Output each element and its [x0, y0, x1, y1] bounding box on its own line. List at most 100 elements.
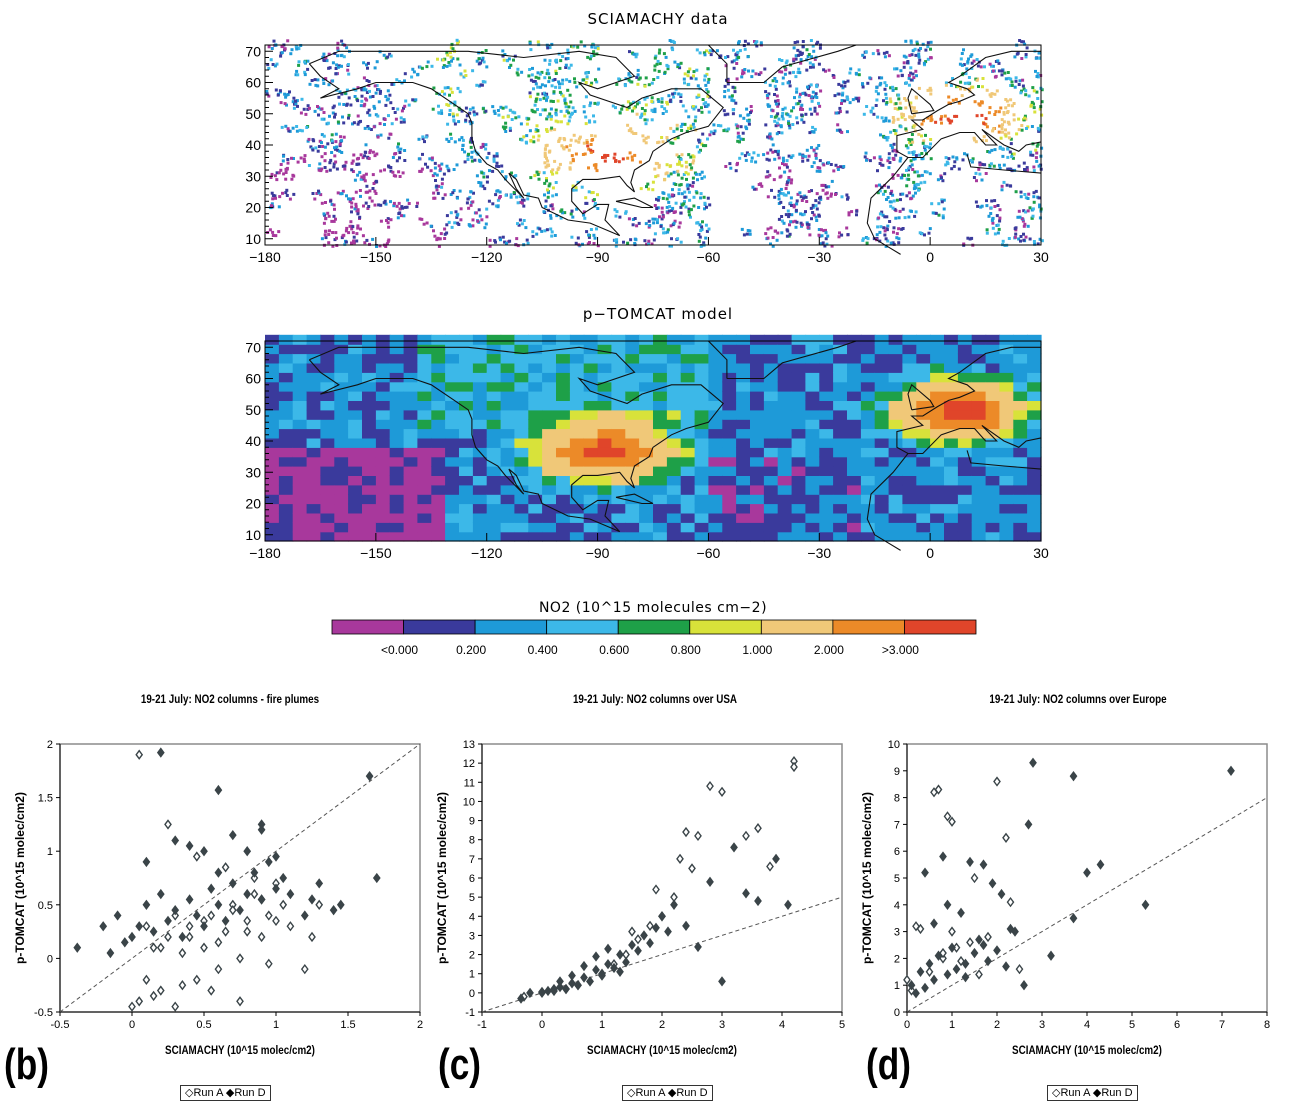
map-cell	[777, 437, 793, 448]
map-pixel	[303, 70, 307, 74]
map-cell	[916, 419, 931, 430]
map-cell	[653, 512, 668, 523]
x-tick-label: 4	[779, 1019, 785, 1031]
map-cell	[500, 419, 516, 430]
map-pixel	[395, 78, 399, 82]
map-pixel	[628, 75, 632, 79]
map-cell	[722, 344, 737, 355]
point-run-a	[766, 861, 774, 872]
y-tick-label: 40	[245, 433, 261, 449]
map-pixel	[641, 134, 645, 138]
map-cell	[348, 419, 363, 430]
map-pixel	[432, 229, 435, 233]
map-cell	[334, 503, 349, 514]
map-pixel	[907, 76, 911, 80]
map-cell	[403, 447, 419, 458]
map-cell	[971, 437, 987, 448]
point-run-d	[207, 883, 216, 894]
map-pixel	[683, 72, 687, 76]
map-cell	[888, 512, 904, 523]
map-pixel	[557, 166, 561, 170]
map-pixel	[280, 125, 284, 129]
map-cell	[583, 437, 599, 448]
map-cell	[944, 503, 959, 514]
y-axis-label: p-TOMCAT (10^15 molec/cm2)	[435, 792, 449, 964]
map-pixel	[782, 221, 786, 225]
map-pixel	[762, 153, 766, 157]
map-pixel	[970, 67, 974, 70]
map-pixel	[355, 232, 359, 236]
map-pixel	[705, 205, 708, 209]
map-pixel	[658, 48, 662, 52]
map-pixel	[343, 167, 347, 171]
map-cell	[403, 381, 419, 392]
map-pixel	[666, 211, 670, 215]
map-cell	[957, 391, 973, 401]
map-cell	[653, 344, 668, 355]
x-tick-label: 8	[1264, 1019, 1270, 1031]
map-pixel	[647, 187, 651, 191]
map-pixel	[1032, 240, 1036, 243]
map-pixel	[556, 168, 560, 171]
map-pixel	[471, 106, 475, 110]
map-pixel	[400, 109, 404, 113]
map-pixel	[789, 181, 793, 185]
map-cell	[833, 522, 848, 533]
map-pixel	[283, 102, 287, 106]
map-cell	[486, 484, 502, 495]
map-pixel	[1031, 214, 1035, 218]
map-pixel	[975, 78, 979, 82]
map-pixel	[984, 117, 988, 121]
map-cell	[680, 353, 696, 364]
map-pixel	[268, 228, 272, 232]
point-run-d	[192, 910, 201, 921]
map-pixel	[891, 193, 895, 197]
map-pixel	[540, 83, 544, 87]
y-tick-label: 10	[245, 527, 261, 543]
map-pixel	[569, 212, 573, 216]
map-cell	[694, 353, 710, 364]
map-pixel	[687, 207, 691, 211]
y-tick-label: 60	[245, 75, 261, 91]
map-pixel	[726, 112, 730, 116]
map-pixel	[295, 45, 298, 49]
legend-open-diamond-icon: ◇	[1052, 1087, 1061, 1099]
map-pixel	[448, 51, 452, 55]
map-pixel	[1001, 123, 1004, 127]
map-pixel	[356, 226, 360, 230]
map-pixel	[477, 158, 481, 162]
map-cell	[944, 344, 959, 355]
map-pixel	[996, 59, 1000, 63]
map-pixel	[415, 205, 419, 208]
map-pixel	[570, 235, 574, 239]
map-pixel	[275, 171, 279, 175]
map-pixel	[846, 79, 850, 83]
map-pixel	[550, 234, 554, 238]
point-run-a	[975, 969, 983, 980]
map-pixel	[669, 126, 673, 130]
map-cell	[874, 484, 890, 495]
map-pixel	[454, 210, 458, 214]
map-pixel	[469, 122, 473, 126]
legend-open-diamond-icon: ◇	[185, 1087, 194, 1099]
map-pixel	[917, 52, 921, 56]
map-pixel	[959, 57, 963, 61]
map-cell	[902, 475, 917, 486]
map-pixel	[331, 111, 335, 115]
map-cell	[694, 522, 710, 533]
map-pixel	[335, 236, 338, 240]
map-cell	[528, 334, 543, 345]
map-pixel	[909, 139, 913, 143]
map-pixel	[801, 154, 805, 158]
map-cell	[680, 522, 696, 533]
map-pixel	[492, 109, 496, 113]
map-cell	[417, 512, 432, 523]
map-cell	[763, 456, 779, 467]
map-pixel	[847, 213, 851, 217]
map-pixel	[738, 114, 742, 118]
map-pixel	[917, 55, 921, 59]
y-tick-label: 3	[469, 930, 475, 942]
map-cell	[528, 391, 543, 401]
map-pixel	[434, 179, 437, 182]
map-cell	[833, 456, 848, 467]
